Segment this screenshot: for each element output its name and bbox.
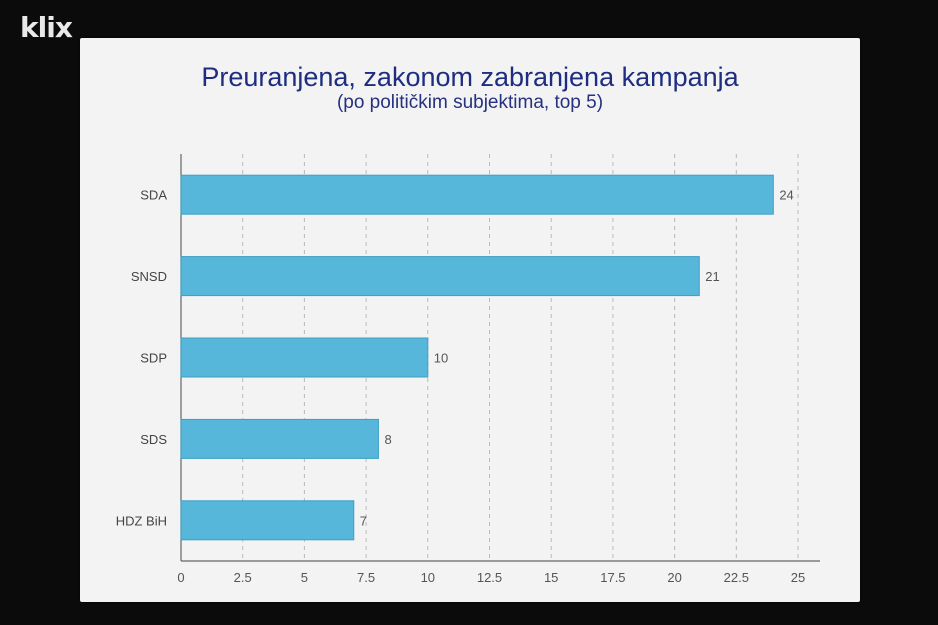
category-label: SNSD bbox=[131, 269, 167, 284]
category-label: SDP bbox=[140, 351, 167, 366]
x-tick-label: 20 bbox=[667, 570, 681, 585]
data-label: 7 bbox=[360, 513, 367, 528]
x-tick-label: 7.5 bbox=[357, 570, 375, 585]
bar bbox=[180, 337, 429, 378]
data-label: 24 bbox=[779, 188, 793, 203]
x-tick-label: 2.5 bbox=[234, 570, 252, 585]
x-tick-label: 0 bbox=[177, 570, 184, 585]
chart-title: Preuranjena, zakonom zabranjena kampanja bbox=[201, 62, 739, 92]
bar bbox=[180, 500, 355, 541]
axis-layer: 0 2.5 5 7.5 10 12.5 15 17.5 20 22.5 25 bbox=[177, 154, 820, 585]
bar bbox=[180, 418, 379, 459]
category-label: HDZ BiH bbox=[116, 513, 167, 528]
x-tick-label: 12.5 bbox=[477, 570, 502, 585]
chart-subtitle: (po političkim subjektima, top 5) bbox=[336, 92, 604, 113]
x-tick-label: 15 bbox=[544, 570, 558, 585]
data-label: 10 bbox=[434, 351, 448, 366]
presentation-screen: Preuranjena, zakonom zabranjena kampanja… bbox=[80, 38, 860, 602]
klix-watermark: klix bbox=[20, 11, 73, 44]
data-label: 8 bbox=[384, 432, 391, 447]
bar bbox=[180, 256, 700, 297]
bar bbox=[180, 174, 774, 215]
bar-chart: 0 2.5 5 7.5 10 12.5 15 17.5 20 22.5 25 SDA 24 SNSD 21… bbox=[116, 154, 820, 585]
x-tick-label: 22.5 bbox=[724, 570, 749, 585]
x-tick-label: 5 bbox=[301, 570, 308, 585]
bars-layer bbox=[180, 174, 774, 541]
x-tick-label: 17.5 bbox=[600, 570, 625, 585]
labels-layer: SDA 24 SNSD 21 SDP 10 SDS 8 HDZ BiH 7 bbox=[116, 188, 794, 529]
x-tick-label: 25 bbox=[791, 570, 805, 585]
x-tick-label: 10 bbox=[421, 570, 435, 585]
category-label: SDA bbox=[140, 188, 167, 203]
data-label: 21 bbox=[705, 269, 719, 284]
category-label: SDS bbox=[140, 432, 167, 447]
